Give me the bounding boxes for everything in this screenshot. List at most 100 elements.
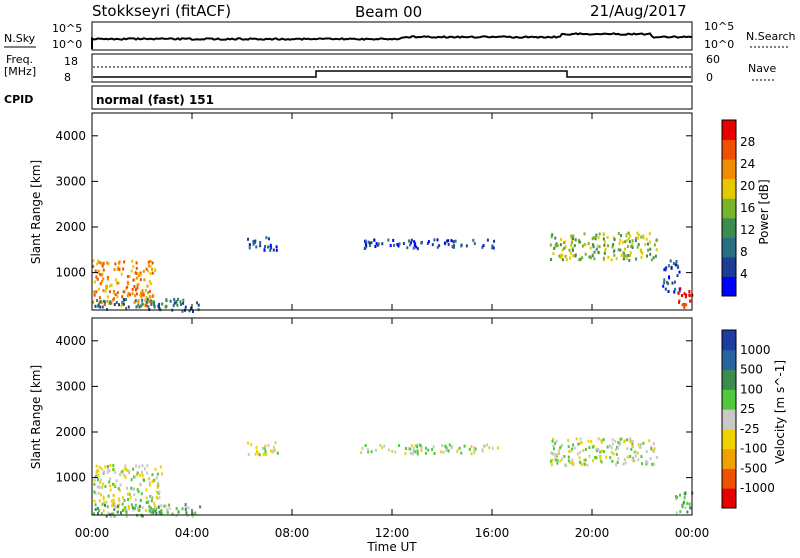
power-echo-cell xyxy=(120,304,123,308)
power-echo-cell xyxy=(169,299,172,303)
velocity-y-tick-label: 3000 xyxy=(55,379,86,393)
power-echo-cell xyxy=(409,243,412,247)
velocity-echo-cell xyxy=(552,437,555,441)
power-echo-cell xyxy=(97,269,100,273)
power-echo-cell xyxy=(127,291,130,295)
power-echo-cell xyxy=(646,254,648,258)
power-echo-cell xyxy=(147,305,150,309)
power-echo-cell xyxy=(106,299,109,303)
power-echo-cell xyxy=(147,291,150,295)
velocity-echo-cell xyxy=(146,464,149,468)
power-echo-cell xyxy=(197,303,200,307)
power-echo-cell xyxy=(631,246,634,249)
power-echo-cell xyxy=(148,295,151,299)
power-echo-cell xyxy=(596,244,599,248)
power-echo-cell xyxy=(135,271,138,275)
power-echo-cell xyxy=(112,291,115,295)
velocity-echo-cell xyxy=(120,511,122,515)
power-echo-cell xyxy=(491,244,494,248)
power-echo-cell xyxy=(131,292,134,296)
power-echo-cell xyxy=(486,238,489,242)
velocity-echo-cell xyxy=(608,444,611,448)
velocity-echo-cell xyxy=(118,503,121,507)
velocity-echo-cell xyxy=(184,503,187,507)
velocity-echo-cell xyxy=(141,470,143,474)
power-echo-cell xyxy=(133,285,136,288)
velocity-echo-cell xyxy=(116,510,119,514)
velocity-echo-cell xyxy=(470,452,473,456)
power-echo-cell xyxy=(268,237,270,241)
velocity-colorbar-segment xyxy=(722,349,736,371)
power-colorbar-frame xyxy=(721,119,737,297)
power-echo-cell xyxy=(685,303,688,307)
power-echo-cell xyxy=(584,252,587,256)
velocity-echo-cell xyxy=(163,504,166,508)
velocity-echo-cell xyxy=(130,503,133,507)
velocity-echo-cell xyxy=(102,501,105,505)
power-echo-cell xyxy=(146,297,149,301)
velocity-echo-cell xyxy=(456,449,459,453)
velocity-echo-cell xyxy=(250,443,253,447)
power-colorbar-segment xyxy=(722,276,736,297)
power-echo-cell xyxy=(96,262,99,266)
power-echo-cell xyxy=(122,290,125,294)
time-x-axis: 00:00 04:00 08:00 12:00 16:00 20:00 00:00 xyxy=(75,113,709,540)
velocity-echo-cell xyxy=(634,450,637,454)
nave-label: Nave xyxy=(748,62,776,75)
power-echo-cell xyxy=(446,239,448,243)
power-echo-cell xyxy=(253,241,256,245)
power-echo-cell xyxy=(592,245,595,249)
velocity-echo-cell xyxy=(630,447,633,451)
velocity-echo-cell xyxy=(134,498,137,502)
power-echo-cell xyxy=(101,305,104,309)
velocity-echo-cell xyxy=(271,450,274,454)
power-echo-cell xyxy=(571,247,574,251)
velocity-echo-cells xyxy=(93,437,694,518)
velocity-echo-cell xyxy=(370,450,373,454)
power-echo-cell xyxy=(426,241,429,245)
power-echo-cell xyxy=(451,245,454,249)
power-echo-cell xyxy=(624,254,627,258)
power-echo-cell xyxy=(671,281,674,285)
velocity-echo-cell xyxy=(577,442,580,446)
power-echo-cell xyxy=(248,243,251,247)
power-echo-cell xyxy=(683,292,686,296)
power-echo-cell xyxy=(607,244,609,248)
velocity-echo-cell xyxy=(113,501,116,505)
velocity-echo-cell xyxy=(101,502,104,506)
velocity-echo-cell xyxy=(457,447,460,451)
velocity-echo-cell xyxy=(602,450,605,454)
velocity-echo-cell xyxy=(555,439,558,443)
velocity-echo-cell xyxy=(112,467,115,471)
velocity-colorbar-tick-label: 1000 xyxy=(740,343,771,357)
power-colorbar-segment xyxy=(722,256,736,277)
velocity-echo-cell xyxy=(145,488,148,492)
power-echo-cell xyxy=(591,254,594,258)
power-echo-cell xyxy=(99,261,102,265)
velocity-echo-cell xyxy=(191,511,194,515)
velocity-echo-cell xyxy=(646,461,649,465)
power-echo-cell xyxy=(571,248,574,252)
power-echo-cell xyxy=(612,243,615,247)
velocity-echo-cell xyxy=(631,442,634,446)
velocity-echo-cell xyxy=(138,505,141,509)
power-echo-cell xyxy=(132,278,135,282)
power-echo-cell xyxy=(561,248,564,252)
power-echo-cell xyxy=(123,260,126,264)
power-echo-cell xyxy=(247,237,249,241)
power-echo-cell xyxy=(681,303,684,307)
velocity-echo-cell xyxy=(151,480,154,483)
velocity-echo-cell xyxy=(563,455,566,458)
power-echo-cell xyxy=(650,258,653,262)
power-echo-cell xyxy=(377,242,380,246)
power-echo-cell xyxy=(142,269,145,273)
power-echo-cell xyxy=(443,241,446,245)
velocity-echo-cell xyxy=(98,485,100,489)
power-echo-cell xyxy=(118,260,121,264)
power-echo-cell xyxy=(678,270,681,274)
power-echo-cell xyxy=(102,277,105,281)
velocity-y-axis-label: Slant Range [km] xyxy=(29,365,43,469)
velocity-echo-cell xyxy=(427,448,430,452)
power-echo-cell xyxy=(141,289,144,292)
power-echo-cell xyxy=(560,253,563,257)
